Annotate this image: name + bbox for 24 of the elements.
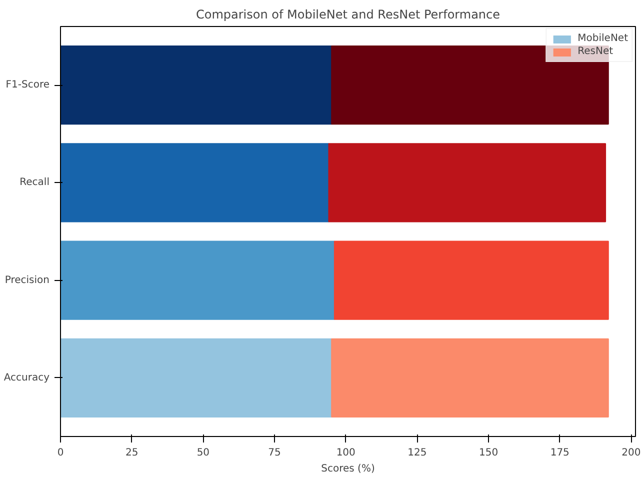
bar (60, 240, 335, 320)
bar (60, 338, 332, 418)
y-tick-label: Precision (4, 274, 50, 286)
legend-label: MobileNet (578, 33, 628, 44)
bar (60, 143, 330, 222)
x-tick-label: 125 (408, 448, 427, 458)
x-tick-label: 0 (57, 448, 64, 458)
x-tick-label: 50 (196, 448, 210, 458)
y-tick-label: Recall (20, 177, 50, 188)
bar (60, 46, 332, 125)
x-tick-label: 75 (268, 448, 281, 458)
bar (334, 240, 609, 320)
x-tick-label: 150 (478, 448, 498, 458)
x-axis-title: Scores (%) (321, 464, 375, 474)
x-tick-label: 100 (336, 448, 356, 458)
x-tick-label: 175 (550, 448, 570, 458)
legend-label: ResNet (578, 46, 614, 57)
chart-title: Comparison of MobileNet and ResNet Performance (196, 8, 500, 22)
bar (331, 338, 609, 418)
x-tick-label: 200 (622, 448, 641, 458)
bar (328, 143, 606, 222)
y-tick-label: F1-Score (6, 80, 50, 91)
y-tick-label: Accuracy (4, 372, 50, 384)
x-tick-label: 25 (125, 448, 138, 458)
